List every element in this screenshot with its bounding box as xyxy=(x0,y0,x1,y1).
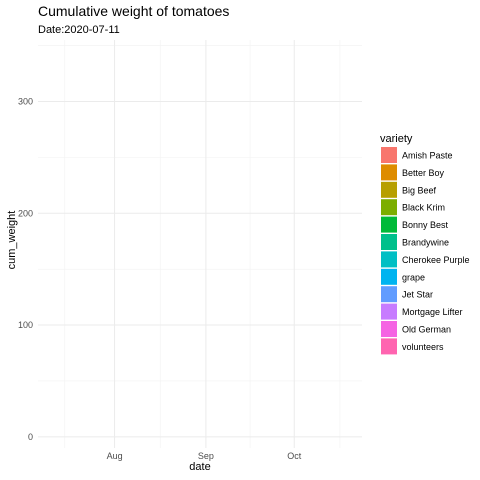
legend-swatch xyxy=(381,147,397,163)
y-axis-title: cum_weight xyxy=(6,211,18,270)
legend-swatch xyxy=(381,251,397,268)
y-tick-label: 100 xyxy=(18,320,33,330)
chart-subtitle: Date:2020-07-11 xyxy=(38,24,120,36)
y-tick-label: 0 xyxy=(28,432,33,442)
legend-label: grape xyxy=(402,272,425,282)
legend-swatch xyxy=(381,268,397,285)
legend-swatch xyxy=(381,181,397,198)
legend-swatch xyxy=(381,338,397,355)
legend-swatch xyxy=(381,303,397,320)
plot-area: 0 100 200 300 Aug Sep Oct xyxy=(18,40,362,461)
y-tick-label: 300 xyxy=(18,96,33,106)
legend-label: Big Beef xyxy=(402,185,437,195)
legend-label: Better Boy xyxy=(402,168,445,178)
legend-swatch xyxy=(381,234,397,250)
x-tick-label: Oct xyxy=(287,451,302,461)
x-tick-label: Sep xyxy=(198,451,214,461)
chart-title: Cumulative weight of tomatoes xyxy=(38,3,229,19)
legend-swatch xyxy=(381,199,397,216)
legend-label: Old German xyxy=(402,325,451,335)
x-axis-title: date xyxy=(189,461,210,473)
legend-swatch xyxy=(381,164,397,181)
x-tick-label: Aug xyxy=(107,451,123,461)
legend-label: Brandywine xyxy=(402,238,449,248)
legend-title: variety xyxy=(380,133,413,145)
legend-swatch xyxy=(381,321,397,337)
legend-label: Mortgage Lifter xyxy=(402,307,463,317)
y-tick-label: 200 xyxy=(18,208,33,218)
legend-label: Cherokee Purple xyxy=(402,255,470,265)
legend: variety Amish Paste Better Boy Big Beef Bla… xyxy=(380,133,470,355)
legend-label: Jet Star xyxy=(402,290,433,300)
legend-swatch xyxy=(381,216,397,233)
legend-label: Black Krim xyxy=(402,203,445,213)
legend-label: Amish Paste xyxy=(402,151,453,161)
legend-swatch xyxy=(381,286,397,303)
legend-label: volunteers xyxy=(402,342,444,352)
legend-label: Bonny Best xyxy=(402,220,449,230)
